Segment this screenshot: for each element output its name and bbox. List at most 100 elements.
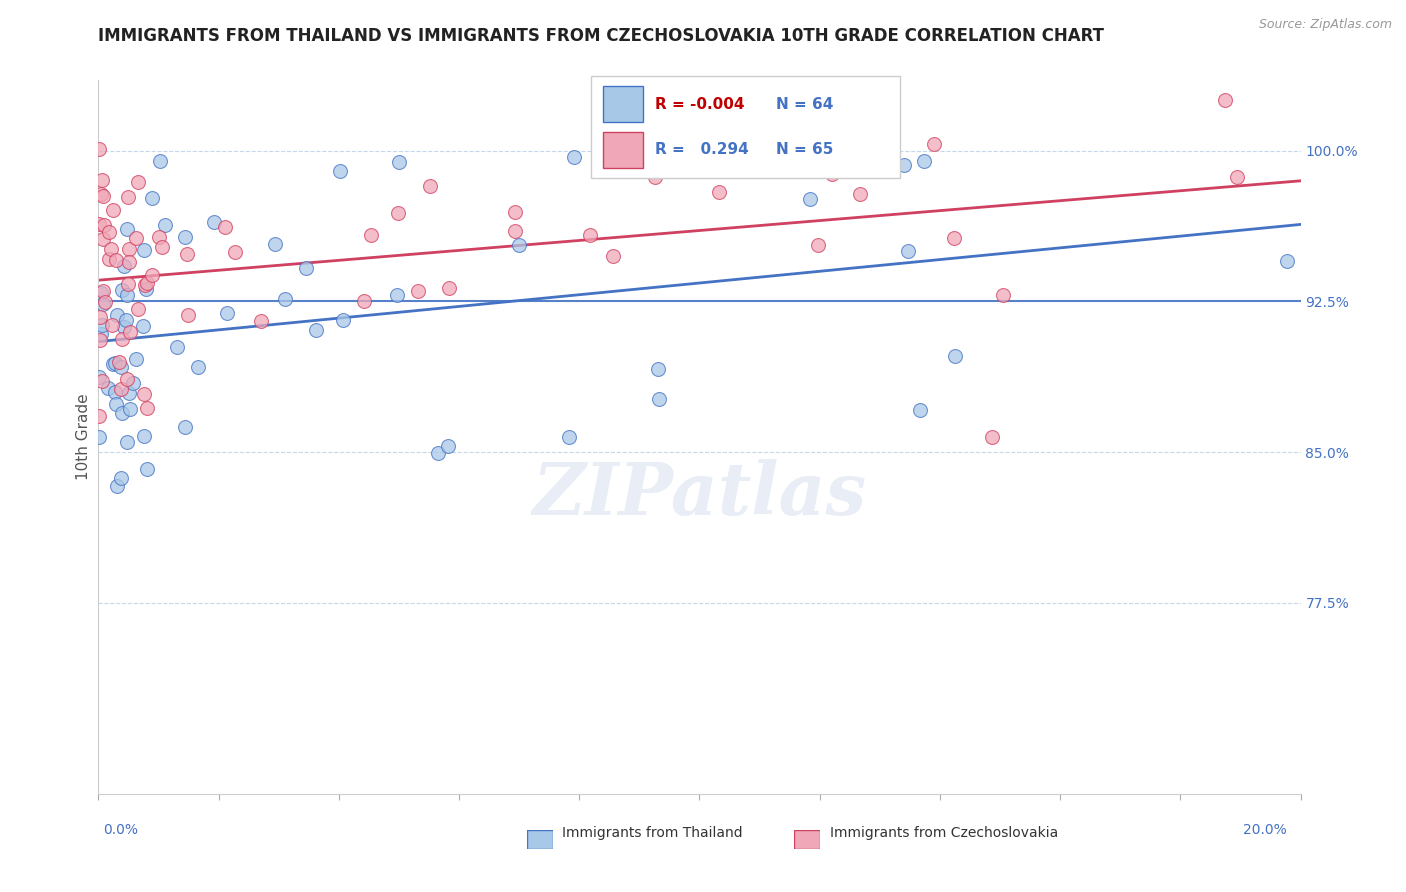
- Point: [893, 157, 915, 171]
- Point: [897, 244, 920, 258]
- Point: [214, 219, 236, 234]
- Point: [305, 323, 328, 337]
- Point: [105, 479, 128, 493]
- Point: [90, 326, 112, 341]
- Point: [118, 402, 141, 417]
- Point: [419, 178, 441, 193]
- Text: Source: ZipAtlas.com: Source: ZipAtlas.com: [1258, 18, 1392, 31]
- Point: [115, 372, 138, 386]
- Point: [562, 150, 585, 164]
- Point: [981, 430, 1004, 444]
- Point: [118, 385, 141, 400]
- Point: [942, 231, 965, 245]
- Point: [924, 136, 946, 151]
- Point: [117, 277, 139, 291]
- Point: [360, 228, 382, 243]
- Text: 20.0%: 20.0%: [1243, 823, 1286, 837]
- Point: [647, 362, 669, 376]
- Point: [174, 229, 197, 244]
- Point: [91, 375, 114, 389]
- Point: [125, 352, 148, 367]
- Point: [117, 288, 139, 302]
- Point: [503, 224, 526, 238]
- Point: [1215, 94, 1237, 108]
- Bar: [603, 87, 643, 122]
- Text: R = -0.004: R = -0.004: [655, 96, 745, 112]
- Point: [125, 231, 148, 245]
- Point: [759, 138, 782, 153]
- Point: [111, 332, 134, 346]
- Point: [648, 392, 671, 406]
- Point: [87, 409, 110, 423]
- Point: [135, 462, 157, 476]
- Point: [426, 445, 449, 459]
- Text: 0.0%: 0.0%: [103, 823, 138, 837]
- Point: [166, 340, 188, 354]
- Point: [98, 252, 121, 266]
- Point: [848, 186, 870, 201]
- Point: [89, 333, 111, 347]
- Point: [273, 293, 295, 307]
- Point: [224, 244, 246, 259]
- Point: [264, 236, 287, 251]
- Point: [353, 294, 375, 309]
- Point: [187, 360, 209, 375]
- Point: [385, 288, 408, 302]
- Point: [91, 297, 114, 311]
- Point: [91, 188, 114, 202]
- Point: [91, 285, 114, 299]
- Point: [332, 313, 354, 327]
- Text: Immigrants from Czechoslovakia: Immigrants from Czechoslovakia: [830, 826, 1057, 839]
- Point: [503, 204, 526, 219]
- Point: [105, 252, 128, 267]
- Point: [132, 244, 155, 258]
- Point: [118, 254, 141, 268]
- Point: [90, 187, 112, 202]
- Point: [136, 401, 159, 415]
- Point: [141, 268, 163, 283]
- Point: [110, 360, 132, 375]
- Point: [111, 406, 134, 420]
- Point: [579, 228, 602, 243]
- Point: [93, 295, 115, 310]
- Point: [115, 222, 138, 236]
- Point: [112, 259, 135, 273]
- Point: [602, 249, 624, 263]
- Point: [104, 397, 127, 411]
- Point: [110, 470, 132, 484]
- Point: [149, 154, 172, 169]
- Point: [104, 356, 127, 370]
- Point: [101, 357, 124, 371]
- Point: [112, 319, 135, 334]
- Point: [103, 384, 125, 399]
- Point: [912, 153, 935, 168]
- Point: [89, 310, 111, 325]
- Point: [117, 190, 139, 204]
- Bar: [603, 132, 643, 168]
- Text: N = 64: N = 64: [776, 96, 834, 112]
- Point: [97, 381, 120, 395]
- Point: [155, 219, 177, 233]
- Point: [508, 237, 530, 252]
- Point: [437, 280, 460, 294]
- Point: [148, 230, 170, 244]
- Point: [908, 402, 931, 417]
- Point: [127, 301, 149, 316]
- Point: [118, 325, 141, 339]
- Point: [388, 155, 411, 169]
- Point: [294, 260, 316, 275]
- Point: [100, 242, 122, 256]
- Point: [132, 429, 155, 443]
- Point: [87, 430, 110, 444]
- Text: IMMIGRANTS FROM THAILAND VS IMMIGRANTS FROM CZECHOSLOVAKIA 10TH GRADE CORRELATIO: IMMIGRANTS FROM THAILAND VS IMMIGRANTS F…: [98, 27, 1105, 45]
- Point: [87, 370, 110, 384]
- Point: [132, 319, 155, 334]
- Point: [135, 282, 157, 296]
- Point: [90, 172, 112, 186]
- Point: [91, 318, 114, 333]
- Point: [176, 308, 198, 322]
- Point: [174, 420, 197, 434]
- Point: [176, 247, 198, 261]
- Point: [250, 314, 273, 328]
- Point: [406, 285, 429, 299]
